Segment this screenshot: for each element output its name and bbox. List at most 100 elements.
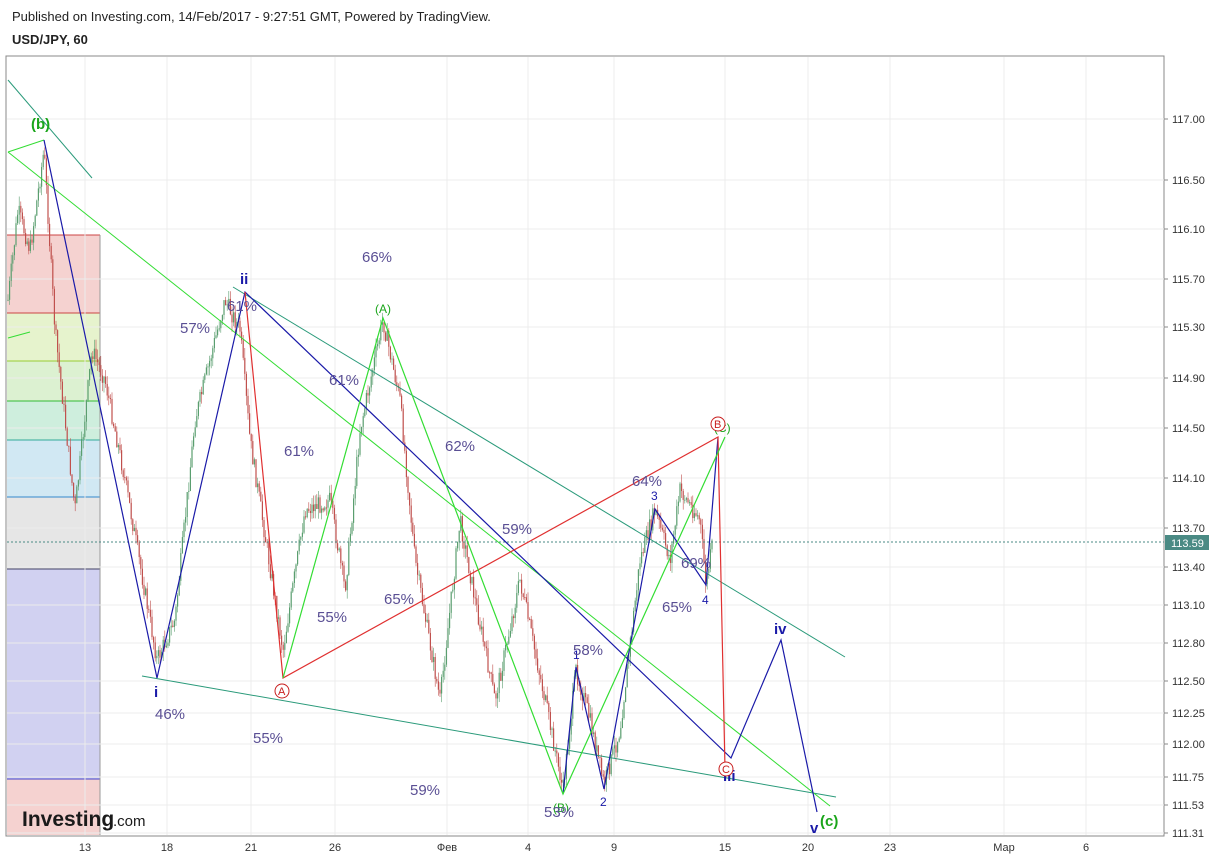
candle-body: [111, 398, 113, 424]
candle-body: [681, 483, 683, 491]
candle-body: [181, 537, 183, 554]
candle-body: [373, 357, 375, 370]
candle-body: [353, 498, 355, 523]
candle-body: [701, 524, 703, 540]
candle-body: [229, 298, 231, 315]
candle-body: [194, 427, 196, 437]
candle-body: [383, 322, 385, 333]
candle-body: [514, 607, 516, 619]
candle-body: [284, 643, 286, 650]
x-tick-label: 4: [525, 842, 531, 854]
candle-body: [92, 356, 94, 360]
trendline-green-long: [7, 151, 831, 807]
x-tick-label: 26: [329, 842, 341, 854]
candle-body: [597, 745, 599, 757]
candle-body: [389, 346, 391, 360]
candle-body: [146, 588, 148, 609]
candle-body: [321, 508, 323, 513]
candle-body: [399, 387, 401, 396]
pct-label-62: 62%: [445, 438, 475, 455]
candle-body: [20, 205, 22, 213]
candle-body: [425, 612, 427, 622]
grid-lines: [7, 57, 1164, 835]
candle-body: [287, 623, 289, 632]
candle-body: [620, 728, 622, 739]
candle-body: [332, 500, 334, 508]
candle-body: [649, 519, 651, 540]
candle-body: [415, 546, 417, 563]
candle-body: [655, 509, 657, 515]
candle-body: [197, 401, 199, 417]
candle-body: [506, 643, 508, 645]
x-tick-label: 21: [245, 842, 257, 854]
candle-body: [511, 616, 513, 631]
candle-body: [309, 510, 311, 514]
candle-body: [583, 692, 585, 701]
current-price-tag: [1165, 535, 1209, 550]
candle-body: [121, 450, 123, 471]
candle-body: [28, 241, 30, 251]
candle-body: [674, 525, 676, 535]
candle-body: [698, 515, 700, 520]
candle-body: [218, 328, 220, 330]
candle-body: [705, 562, 707, 585]
candle-body: [394, 369, 396, 383]
candle-body: [617, 741, 619, 753]
candle-body: [711, 540, 713, 550]
candle-body: [668, 554, 670, 557]
candle-body: [204, 374, 206, 380]
candle-body: [49, 223, 51, 247]
candle-body: [159, 650, 161, 658]
candle-body: [682, 490, 684, 500]
candle-body: [193, 436, 195, 447]
candle-body: [311, 504, 313, 514]
candle-body: [444, 664, 446, 671]
candle-body: [585, 692, 587, 698]
candle-body: [276, 595, 278, 619]
candle-body: [65, 404, 67, 429]
candle-body: [249, 413, 251, 434]
candle-body: [439, 689, 441, 694]
candle-body: [327, 500, 329, 508]
candle-body: [660, 519, 662, 528]
candle-body: [42, 154, 44, 168]
candle-body: [10, 263, 12, 281]
symbol-title: USD/JPY, 60: [12, 32, 88, 47]
candle-body: [581, 694, 583, 701]
candle-body: [316, 504, 318, 509]
candle-body: [289, 607, 291, 624]
candle-body: [213, 337, 215, 349]
candle-body: [349, 533, 351, 542]
candle-body: [700, 519, 702, 525]
candle-body: [260, 491, 262, 502]
candle-body: [17, 214, 19, 224]
candle-body: [463, 541, 465, 549]
candle-body: [297, 551, 299, 565]
candle-body: [231, 314, 233, 323]
candle-body: [226, 304, 228, 306]
candle-body: [145, 588, 147, 595]
candle-body: [52, 259, 54, 289]
candle-body: [301, 532, 303, 537]
candle-body: [303, 516, 305, 533]
candle-body: [290, 591, 292, 608]
candle-body: [596, 745, 598, 752]
candle-body: [337, 543, 339, 551]
svg-text:C: C: [722, 764, 730, 776]
candle-body: [647, 530, 649, 540]
candle-body: [525, 597, 527, 603]
candle-body: [82, 437, 84, 440]
candle-body: [391, 358, 393, 360]
candle-body: [143, 584, 145, 595]
candle-body: [346, 575, 348, 591]
candle-body: [612, 748, 614, 755]
candle-body: [84, 421, 86, 438]
candle-body: [257, 483, 259, 488]
candle-body: [21, 212, 23, 220]
candle-body: [151, 616, 153, 638]
candle-body: [63, 403, 65, 405]
candle-body: [551, 728, 553, 730]
candle-body: [348, 541, 350, 576]
candle-body: [61, 381, 63, 404]
